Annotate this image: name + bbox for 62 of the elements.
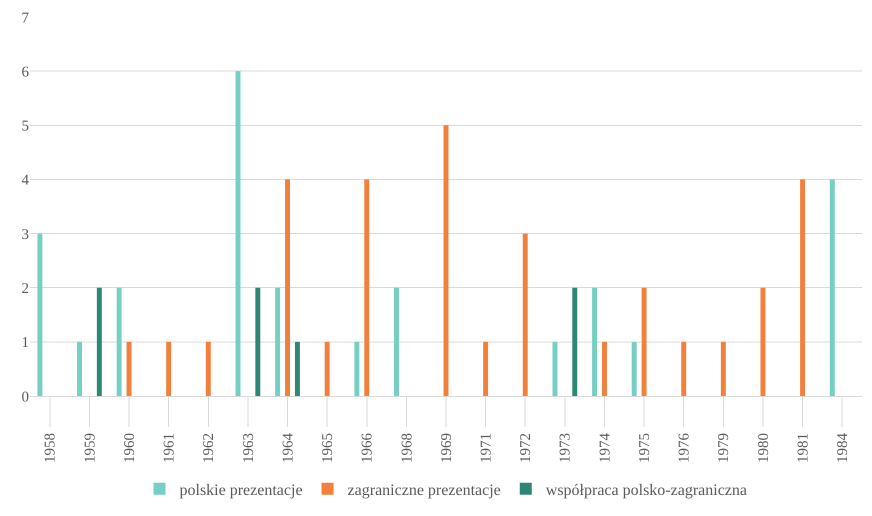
x-tick-label: 1959 [82, 433, 98, 463]
y-tick-label: 2 [22, 280, 29, 297]
bar [800, 179, 806, 396]
bar [394, 288, 399, 396]
bar [602, 342, 607, 396]
bar [116, 288, 122, 396]
y-tick-label: 3 [22, 226, 29, 243]
x-tick-label: 1962 [201, 433, 218, 463]
x-tick-label: 1976 [676, 432, 693, 463]
x-tick-label: 1981 [795, 433, 812, 463]
x-tick-label: 1969 [438, 433, 455, 463]
bar [206, 342, 211, 396]
bar [364, 179, 370, 396]
x-tick-label: 1975 [636, 433, 653, 463]
bar [324, 342, 330, 396]
x-tick-label: 1964 [280, 432, 296, 463]
bar [236, 71, 240, 396]
x-tick-label: 1968 [399, 433, 416, 463]
bar [830, 179, 835, 396]
legend-label: współpraca polsko-zagraniczna [546, 482, 748, 499]
bar [37, 234, 42, 396]
bar [77, 342, 82, 396]
bar [275, 288, 280, 396]
x-tick-label: 1984 [835, 432, 852, 463]
bar [294, 342, 300, 396]
x-tick-label: 1958 [42, 433, 59, 463]
bar [444, 125, 448, 396]
x-tick-label: 1980 [756, 433, 772, 463]
x-tick-label: 1972 [518, 433, 534, 463]
x-tick-label: 1963 [240, 433, 257, 463]
y-tick-label: 7 [22, 10, 30, 26]
y-tick-label: 1 [22, 335, 29, 352]
bar [285, 179, 290, 396]
bar [592, 288, 598, 396]
bar [632, 342, 637, 396]
bar [126, 342, 132, 396]
y-tick-label: 0 [22, 389, 29, 406]
legend-label: polskie prezentacje [180, 482, 303, 499]
y-tick-label: 4 [22, 172, 30, 189]
bar [96, 288, 102, 396]
bar [681, 342, 686, 396]
x-tick-label: 1966 [360, 432, 376, 463]
x-tick-label: 1960 [122, 433, 138, 463]
bar [720, 342, 726, 396]
y-tick-label: 5 [22, 118, 29, 135]
bar [522, 234, 528, 396]
x-tick-label: 1974 [597, 432, 614, 463]
x-tick-label: 1971 [478, 433, 494, 463]
bar [552, 342, 558, 396]
x-tick-label: 1973 [558, 433, 574, 463]
x-tick-label: 1965 [320, 433, 336, 463]
bar [255, 288, 260, 396]
bar [483, 342, 488, 396]
x-tick-label: 1961 [162, 433, 178, 463]
bar [572, 288, 578, 396]
bar [354, 342, 360, 396]
legend-label: zagraniczne prezentacje [348, 482, 501, 499]
x-tick-label: 1979 [716, 433, 732, 463]
y-tick-label: 6 [22, 64, 30, 80]
bar [760, 288, 766, 396]
bar [642, 288, 647, 396]
bar [166, 342, 172, 396]
